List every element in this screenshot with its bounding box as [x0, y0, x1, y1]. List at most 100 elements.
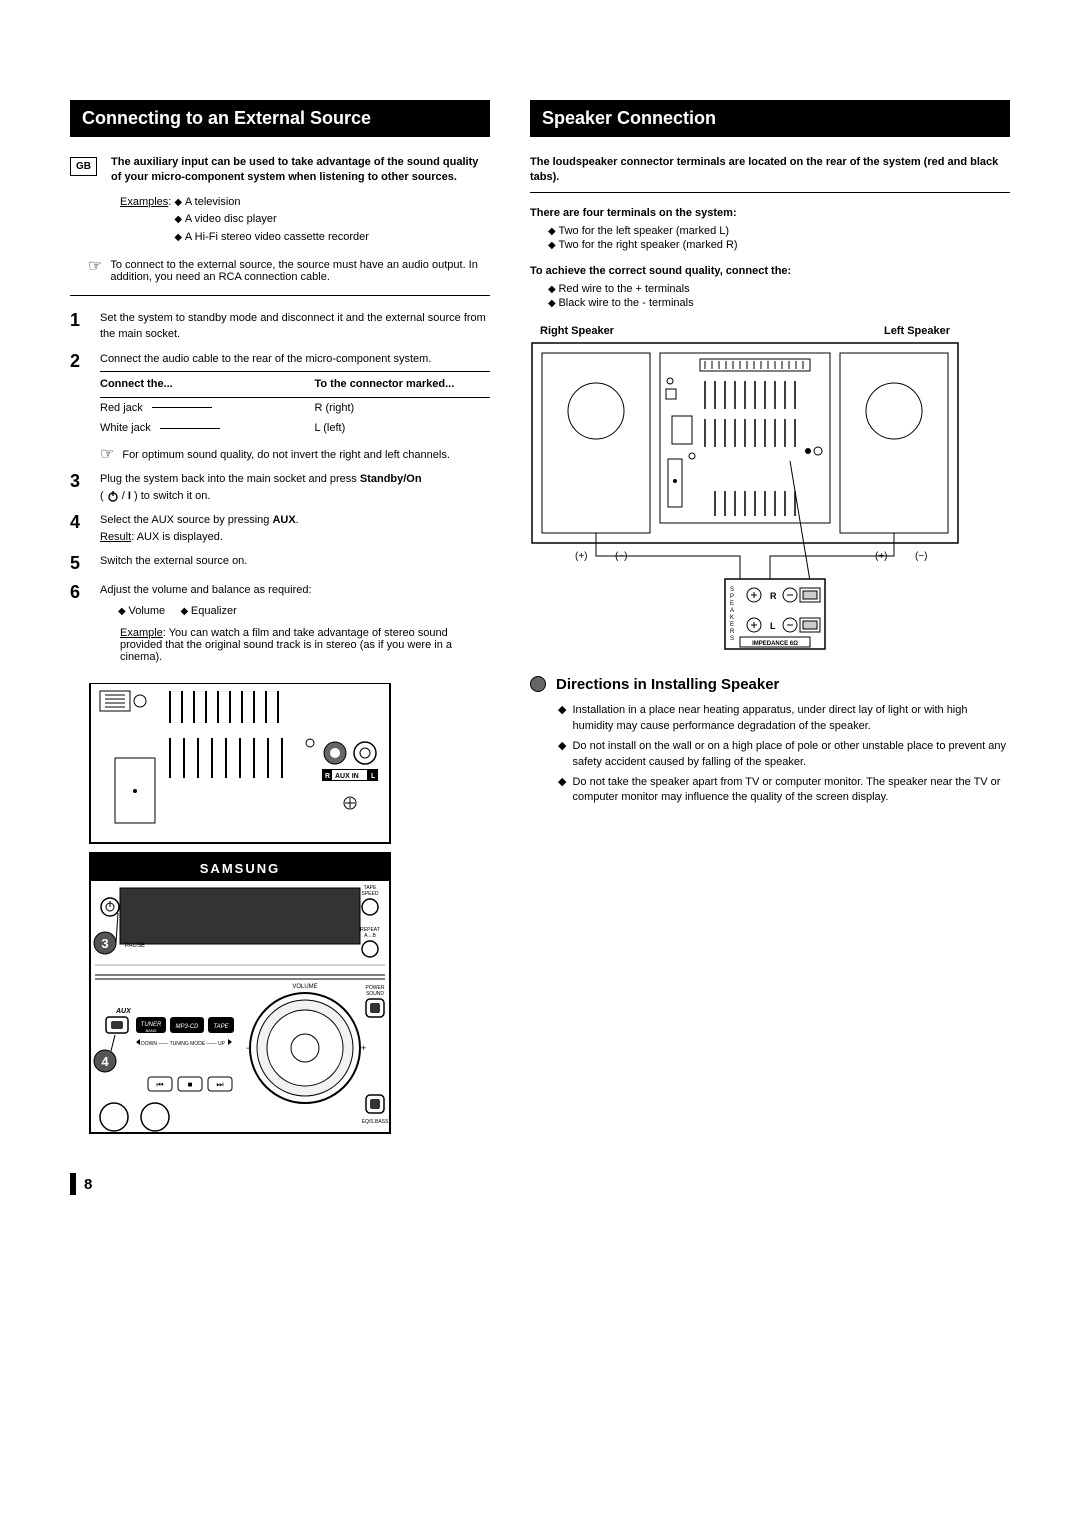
terminals-left: Two for the left speaker (marked L) — [548, 225, 1010, 237]
speaker-diagram: Right Speaker Left Speaker — [530, 325, 960, 654]
pointer-icon: ☞ — [88, 259, 102, 275]
svg-text:SPEED: SPEED — [362, 891, 379, 897]
step-5-body: Switch the external source on. — [100, 553, 490, 570]
svg-text:R: R — [770, 591, 777, 601]
example-2: A video disc player — [174, 213, 276, 225]
step-3-text-c: ) to switch it on. — [131, 490, 210, 502]
svg-text:(−): (−) — [615, 551, 628, 562]
svg-text:S: S — [730, 587, 734, 593]
direction-1: Installation in a place near heating app… — [572, 703, 1010, 735]
example-cinema: Example: You can watch a film and take a… — [70, 627, 490, 663]
step-4: 4 Select the AUX source by pressing AUX.… — [70, 512, 490, 545]
step-6-volume: Volume — [118, 605, 165, 617]
example-1: A television — [174, 196, 240, 208]
tbl-r2c2: L (left) — [315, 420, 346, 437]
install-directions-title: Directions in Installing Speaker — [556, 676, 779, 693]
right-speaker-label: Right Speaker — [540, 325, 614, 337]
examples-label: Examples — [120, 196, 168, 208]
svg-text:E: E — [730, 601, 734, 607]
tbl-r2c1: White jack — [100, 422, 151, 434]
table-row: Red jack R (right) — [100, 398, 490, 419]
svg-text:R: R — [730, 629, 735, 635]
wire-black: Black wire to the - terminals — [548, 297, 1010, 309]
step-1-num: 1 — [70, 310, 88, 331]
svg-text:■: ■ — [188, 1080, 193, 1089]
svg-text:BAND: BAND — [145, 1028, 156, 1033]
example-3: A Hi-Fi stereo video cassette recorder — [174, 231, 369, 243]
svg-text:(+): (+) — [875, 551, 888, 562]
connector-table-header: Connect the... To the connector marked..… — [100, 371, 490, 398]
power-icon — [107, 490, 119, 502]
tbl-r1c2: R (right) — [315, 400, 355, 417]
connection-note: ☞ To connect to the external source, the… — [88, 259, 490, 283]
svg-text:DOWN —— TUNING MODE —— UP: DOWN —— TUNING MODE —— UP — [141, 1041, 225, 1047]
install-directions-heading: Directions in Installing Speaker — [530, 676, 1010, 693]
terminals-right: Two for the right speaker (marked R) — [548, 239, 1010, 251]
pointer-icon: ☞ — [100, 447, 114, 463]
svg-text:AUX IN: AUX IN — [335, 773, 359, 780]
svg-text:MP3-CD: MP3-CD — [175, 1024, 199, 1030]
left-title-bar: Connecting to an External Source — [70, 100, 490, 137]
direction-3: Do not take the speaker apart from TV or… — [572, 775, 1010, 807]
left-column: Connecting to an External Source GB The … — [70, 100, 490, 1143]
step-6-eq: Equalizer — [180, 605, 236, 617]
svg-text:PAUSE: PAUSE — [125, 943, 145, 949]
bullet-icon — [530, 676, 546, 692]
svg-text:⏮: ⏮ — [156, 1080, 163, 1089]
step-1-body: Set the system to standby mode and disco… — [100, 310, 490, 343]
terminals-heading: There are four terminals on the system: — [530, 207, 1010, 219]
step-4-text-a: Select the AUX source by pressing — [100, 514, 272, 526]
svg-text:TAPE: TAPE — [213, 1024, 229, 1030]
svg-text:+: + — [361, 1043, 366, 1053]
svg-text:K: K — [730, 615, 734, 621]
svg-text:VOLUME: VOLUME — [292, 984, 317, 990]
step-3-num: 3 — [70, 471, 88, 492]
page-number: 8 — [84, 1176, 92, 1193]
svg-text:AUX: AUX — [115, 1008, 132, 1015]
right-column: Speaker Connection The loudspeaker conne… — [530, 100, 1010, 1143]
step-4-num: 4 — [70, 512, 88, 533]
step-6-body: Adjust the volume and balance as require… — [100, 582, 490, 599]
step-2-body: Connect the audio cable to the rear of t… — [100, 351, 490, 368]
step-6: 6 Adjust the volume and balance as requi… — [70, 582, 490, 619]
tbl-header-1: Connect the... — [100, 376, 315, 393]
svg-text:SOUND: SOUND — [366, 991, 384, 997]
svg-text:⏭: ⏭ — [216, 1080, 223, 1089]
tbl-r1c1: Red jack — [100, 402, 143, 414]
svg-text:IMPEDANCE 6Ω: IMPEDANCE 6Ω — [752, 641, 798, 647]
svg-text:R: R — [325, 773, 330, 780]
svg-text:(−): (−) — [915, 551, 928, 562]
right-title-bar: Speaker Connection — [530, 100, 1010, 137]
step-2: 2 Connect the audio cable to the rear of… — [70, 351, 490, 464]
svg-text:L: L — [371, 773, 376, 780]
step-3-standby: Standby/On — [360, 473, 422, 485]
wiring-heading: To achieve the correct sound quality, co… — [530, 265, 1010, 277]
svg-text:L: L — [770, 621, 776, 631]
install-directions-list: ◆Installation in a place near heating ap… — [530, 703, 1010, 807]
terminals-list: Two for the left speaker (marked L) Two … — [530, 225, 1010, 251]
wiring-list: Red wire to the + terminals Black wire t… — [530, 283, 1010, 309]
step-2-num: 2 — [70, 351, 88, 372]
svg-text:A↔B: A↔B — [364, 933, 376, 939]
table-row: White jack L (left) — [100, 418, 490, 439]
example-label: Example — [120, 627, 163, 639]
gb-badge: GB — [70, 157, 97, 176]
step-3-text-a: Plug the system back into the main socke… — [100, 473, 360, 485]
step-4-result-label: Result — [100, 531, 131, 543]
note-text: To connect to the external source, the s… — [110, 259, 490, 283]
svg-text:E: E — [730, 622, 734, 628]
step-4-result: : AUX is displayed. — [131, 531, 223, 543]
svg-text:A: A — [730, 608, 734, 614]
example-body: : You can watch a film and take advantag… — [120, 627, 452, 663]
step-6-num: 6 — [70, 582, 88, 603]
examples-block: Examples: A television Examples: A video… — [70, 194, 490, 247]
wire-red: Red wire to the + terminals — [548, 283, 1010, 295]
svg-text:−: − — [246, 1043, 251, 1053]
step-5: 5 Switch the external source on. — [70, 553, 490, 574]
right-intro: The loudspeaker connector terminals are … — [530, 155, 1010, 186]
step-2-note: For optimum sound quality, do not invert… — [122, 447, 450, 464]
step-4-aux: AUX — [272, 514, 295, 526]
left-speaker-label: Left Speaker — [884, 325, 950, 337]
system-diagram: R AUX IN L SAMSUNG — [70, 683, 410, 1143]
step-5-num: 5 — [70, 553, 88, 574]
